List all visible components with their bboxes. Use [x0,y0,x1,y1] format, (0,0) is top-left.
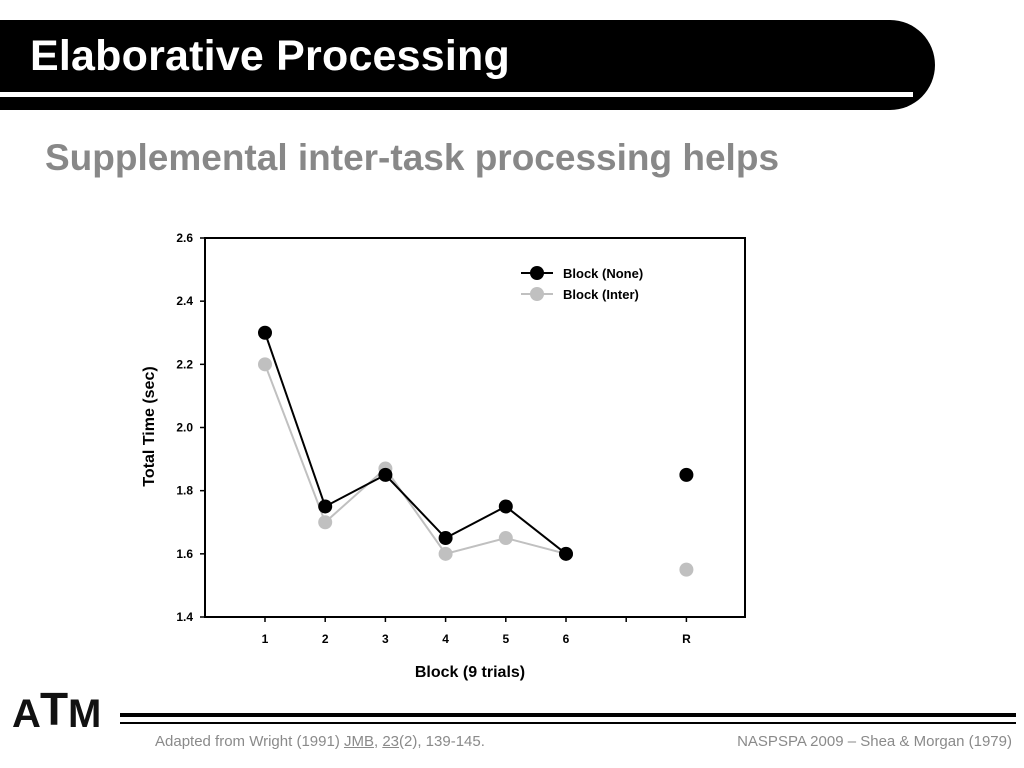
x-tick-label: 3 [382,632,389,646]
citation-volume: 23 [382,733,400,750]
legend-label: Block (Inter) [563,287,639,302]
y-tick-label: 2.2 [176,357,193,371]
y-tick-label: 1.4 [176,610,193,624]
legend-marker [530,266,544,280]
slide-title: Elaborative Processing [30,32,510,80]
data-point-inter [438,546,453,561]
data-point-none [679,467,694,482]
data-point-none [318,499,333,514]
citation-sep: , [373,733,383,750]
y-tick-label: 2.6 [176,231,193,245]
x-tick-label: 5 [502,632,509,646]
data-point-inter [679,562,694,577]
legend-label: Block (None) [563,266,643,281]
legend-marker [530,287,544,301]
data-point-inter [318,515,333,530]
atm-logo: A T M [12,683,112,742]
x-tick-label: 6 [563,632,570,646]
data-point-inter [498,531,513,546]
y-tick-label: 2.4 [176,294,193,308]
plot-frame [204,237,746,618]
footer-citation: Adapted from Wright (1991) JMB, 23(2), 1… [155,733,485,750]
slide-subtitle: Supplemental inter-task processing helps [45,137,780,178]
data-point-none [258,325,272,340]
data-point-none [498,499,513,514]
x-tick-label: R [682,632,691,646]
footer-rule [120,713,1016,717]
footer-rule-thin [120,722,1016,724]
y-axis-label: Total Time (sec) [141,366,158,486]
citation-journal: JMB [343,733,374,750]
footer-conference: NASPSPA 2009 – Shea & Morgan (1979) [737,733,1012,750]
data-point-none [559,546,573,561]
series-line-inter [264,363,567,555]
y-tick-label: 1.6 [176,547,193,561]
x-tick-label: 1 [262,632,269,646]
y-tick-label: 2.0 [176,421,193,435]
citation-rest: (2), 139-145. [399,733,485,750]
x-tick-label: 4 [442,632,449,646]
data-point-none [438,531,453,546]
logo-letter-a: A [12,692,41,736]
data-point-none [378,467,393,482]
logo-letter-m: M [68,692,102,736]
x-tick-label: 2 [322,632,329,646]
y-tick-label: 1.8 [176,484,193,498]
citation-prefix: Adapted from Wright (1991) [155,733,344,750]
x-axis-label: Block (9 trials) [415,664,525,681]
data-point-inter [258,357,272,372]
series-line-none [264,332,567,555]
title-underline [0,92,913,97]
logo-letter-t: T [40,683,69,735]
